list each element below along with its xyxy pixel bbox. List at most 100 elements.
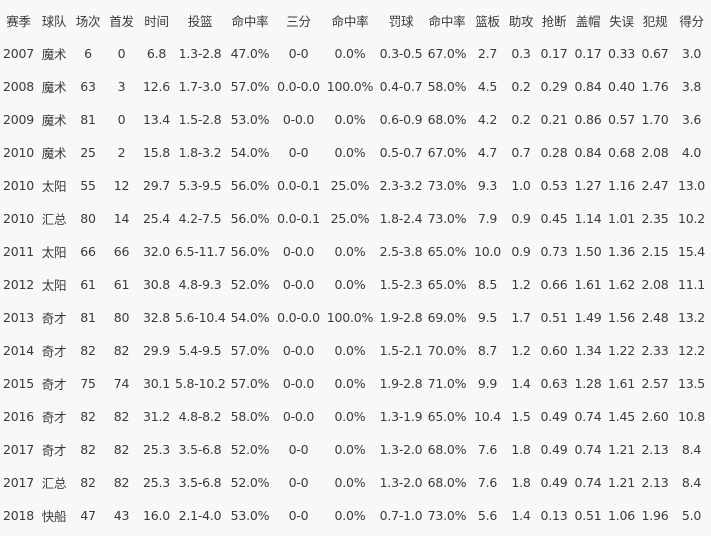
- table-cell: 1.5-2.3: [379, 277, 423, 292]
- table-cell: 0-0: [288, 46, 309, 61]
- table-cell: 2015: [2, 376, 34, 391]
- table-cell: 13.5: [677, 376, 706, 391]
- table-cell: 0.33: [607, 46, 636, 61]
- table-cell: 82: [113, 409, 130, 424]
- table-cell: 0-0: [288, 475, 309, 490]
- table-cell: 2008: [2, 79, 34, 94]
- table-row: 2007 魔术 6 0 6.8 1.3-2.8 47.0% 0-0 0.0% 0.3-0.5 67.…: [0, 37, 711, 70]
- table-cell: 30.8: [142, 277, 171, 292]
- column-header: 盖帽: [575, 14, 601, 29]
- table-cell: 奇才: [41, 377, 67, 392]
- table-cell: 0.0-0.0: [277, 79, 320, 94]
- table-cell: 0-0: [288, 442, 309, 457]
- table-cell: 53.0%: [230, 112, 270, 127]
- table-cell: 1.01: [607, 211, 636, 226]
- table-cell: 0.3-0.5: [379, 46, 423, 61]
- table-cell: 0.49: [540, 475, 568, 490]
- table-cell: 魔术: [41, 146, 67, 161]
- table-cell: 太阳: [41, 179, 67, 194]
- table-cell: 0-0.0: [282, 244, 315, 259]
- table-cell: 15.4: [677, 244, 706, 259]
- table-cell: 70.0%: [427, 343, 467, 358]
- table-cell: 61: [113, 277, 130, 292]
- table-cell: 汇总: [41, 212, 67, 227]
- table-cell: 0.0%: [334, 46, 366, 61]
- table-cell: 1.9-2.8: [379, 376, 423, 391]
- table-cell: 1.16: [607, 178, 636, 193]
- table-cell: 2.35: [641, 211, 669, 226]
- table-cell: 8.4: [681, 475, 702, 490]
- table-cell: 1.8: [511, 475, 531, 490]
- table-cell: 10.4: [473, 409, 502, 424]
- table-cell: 1.21: [607, 475, 636, 490]
- table-cell: 73.0%: [427, 211, 467, 226]
- table-cell: 1.34: [574, 343, 602, 358]
- table-cell: 4.0: [681, 145, 702, 160]
- table-cell: 4.2-7.5: [178, 211, 222, 226]
- table-cell: 25.0%: [330, 211, 370, 226]
- column-header: 篮板: [475, 14, 500, 29]
- table-cell: 25.0%: [330, 178, 370, 193]
- table-cell: 61: [80, 277, 96, 292]
- table-cell: 1.8-2.4: [379, 211, 423, 226]
- table-cell: 0.7: [511, 145, 531, 160]
- table-cell: 2010: [2, 145, 34, 160]
- table-cell: 58.0%: [427, 79, 467, 94]
- table-row: 2014 奇才 82 82 29.9 5.4-9.5 57.0% 0-0.0 0.0% 1.5-2…: [0, 334, 711, 367]
- table-cell: 奇才: [41, 311, 67, 326]
- table-cell: 2.60: [641, 409, 669, 424]
- table-cell: 81: [80, 112, 96, 127]
- column-header: 时间: [144, 14, 169, 29]
- table-cell: 0.0%: [334, 508, 366, 523]
- table-cell: 13.0: [677, 178, 706, 193]
- table-cell: 0.28: [540, 145, 568, 160]
- table-cell: 66: [80, 244, 96, 259]
- table-cell: 5.6: [477, 508, 498, 523]
- table-cell: 1.3-2.8: [178, 46, 222, 61]
- table-cell: 2012: [2, 277, 34, 292]
- table-cell: 0.17: [540, 46, 568, 61]
- table-cell: 10.8: [677, 409, 706, 424]
- table-cell: 10.2: [677, 211, 706, 226]
- table-cell: 32.8: [142, 310, 171, 325]
- table-cell: 9.3: [477, 178, 498, 193]
- table-cell: 1.2: [511, 277, 531, 292]
- table-cell: 6.5-11.7: [175, 244, 226, 259]
- table-row: 2013 奇才 81 80 32.8 5.6-10.4 54.0% 0.0-0.0 100.0%…: [0, 301, 711, 334]
- table-cell: 0.86: [574, 112, 602, 127]
- table-cell: 1.45: [607, 409, 636, 424]
- table-cell: 3.0: [681, 46, 702, 61]
- table-cell: 0.68: [607, 145, 636, 160]
- table-cell: 0.9: [511, 211, 531, 226]
- table-cell: 57.0%: [230, 343, 270, 358]
- table-cell: 1.4: [511, 376, 531, 391]
- table-cell: 1.2: [511, 343, 531, 358]
- table-cell: 0-0.0: [282, 376, 315, 391]
- column-header: 命中率: [231, 14, 269, 29]
- table-cell: 68.0%: [427, 442, 467, 457]
- table-cell: 1.5-2.1: [379, 343, 423, 358]
- table-cell: 75: [80, 376, 96, 391]
- table-cell: 1.4: [511, 508, 531, 523]
- table-cell: 0.0%: [334, 442, 366, 457]
- table-row: 2012 太阳 61 61 30.8 4.8-9.3 52.0% 0-0.0 0.0% 1.5-2…: [0, 268, 711, 301]
- table-cell: 63: [80, 79, 96, 94]
- table-cell: 0.0-0.0: [277, 310, 320, 325]
- table-cell: 0.49: [540, 442, 568, 457]
- table-cell: 快船: [41, 509, 67, 524]
- table-cell: 0.57: [607, 112, 636, 127]
- table-cell: 5.6-10.4: [175, 310, 226, 325]
- table-cell: 0.3: [511, 46, 531, 61]
- table-cell: 0.45: [540, 211, 568, 226]
- table-cell: 25.4: [142, 211, 171, 226]
- table-cell: 12: [113, 178, 130, 193]
- table-cell: 25.3: [142, 442, 171, 457]
- table-cell: 1.9-2.8: [379, 310, 423, 325]
- table-cell: 13.2: [677, 310, 706, 325]
- table-cell: 3.5-6.8: [178, 475, 222, 490]
- table-cell: 71.0%: [427, 376, 467, 391]
- table-cell: 10.0: [473, 244, 502, 259]
- table-cell: 2.5-3.8: [379, 244, 423, 259]
- table-row: 2017 汇总 82 82 25.3 3.5-6.8 52.0% 0-0 0.0% 1.3-2.0…: [0, 466, 711, 499]
- table-cell: 1.28: [574, 376, 602, 391]
